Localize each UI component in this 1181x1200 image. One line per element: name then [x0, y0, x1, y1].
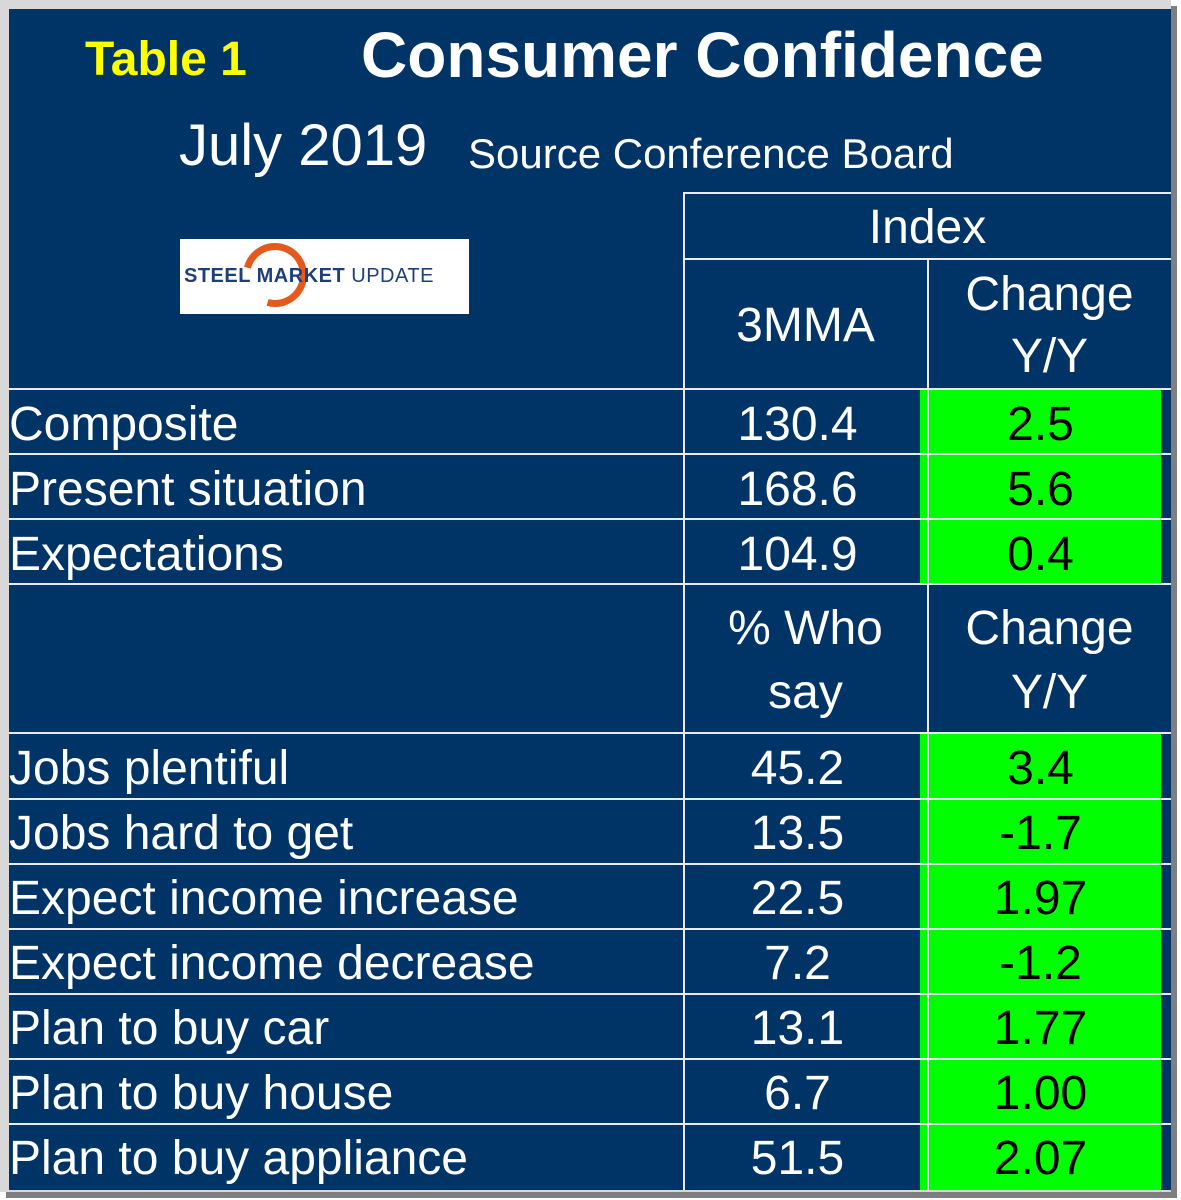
row-value: 6.7	[764, 1067, 831, 1120]
row-label: Plan to buy appliance	[9, 1132, 468, 1185]
grid-line	[9, 583, 1171, 585]
row-change: 1.97	[993, 872, 1088, 925]
row-value: 13.5	[750, 807, 845, 860]
row-label: Jobs hard to get	[9, 807, 354, 860]
grid-line	[9, 798, 1171, 800]
row-label: Expectations	[9, 528, 284, 581]
row-change: -1.2	[999, 937, 1082, 990]
row-value: 22.5	[750, 872, 845, 925]
row-change: 1.77	[993, 1002, 1088, 1055]
grid-line	[9, 732, 1171, 734]
row-change: 5.6	[1007, 463, 1074, 516]
row-label: Present situation	[9, 463, 367, 516]
grid-line	[9, 453, 1171, 455]
row-value: 104.9	[737, 528, 858, 581]
row-change: 0.4	[1007, 528, 1074, 581]
3mma-header: 3MMA	[736, 299, 875, 352]
steel-market-update-logo: STEEL MARKET UPDATE	[180, 239, 469, 314]
grid-line	[9, 518, 1171, 520]
data-source: Source Conference Board	[468, 130, 954, 177]
table-number: Table 1	[85, 33, 247, 86]
grid-line	[9, 928, 1171, 930]
row-value: 7.2	[764, 937, 831, 990]
row-value: 168.6	[737, 463, 858, 516]
row-label: Expect income increase	[9, 872, 519, 925]
row-label: Jobs plentiful	[9, 742, 290, 795]
index-change-highlight	[920, 389, 1161, 584]
pct-who-say-header: % Who say	[728, 602, 883, 719]
row-value: 130.4	[737, 398, 858, 451]
grid-line	[927, 258, 929, 1190]
row-label: Plan to buy house	[9, 1067, 394, 1120]
survey-change-header: Change Y/Y	[965, 602, 1134, 719]
row-value: 45.2	[750, 742, 845, 795]
index-group-header: Index	[868, 201, 987, 254]
logo-text: STEEL MARKET UPDATE	[184, 265, 434, 287]
page-title: Consumer Confidence	[361, 19, 1044, 91]
report-date: July 2019	[179, 113, 428, 178]
grid-line	[9, 1058, 1171, 1060]
row-change: 2.5	[1007, 398, 1074, 451]
grid-line	[9, 388, 1171, 390]
row-label: Plan to buy car	[9, 1002, 330, 1055]
row-value: 13.1	[750, 1002, 845, 1055]
row-change: 1.00	[993, 1067, 1088, 1120]
row-label: Composite	[9, 398, 239, 451]
row-label: Expect income decrease	[9, 937, 535, 990]
index-change-header: Change Y/Y	[965, 268, 1134, 383]
row-change: 3.4	[1007, 742, 1074, 795]
row-change: 2.07	[993, 1132, 1088, 1185]
grid-line	[683, 192, 685, 1190]
grid-line	[9, 1123, 1171, 1125]
grid-line	[9, 863, 1171, 865]
grid-line	[684, 192, 1171, 194]
survey-change-highlight	[920, 733, 1161, 1190]
grid-line	[9, 993, 1171, 995]
row-change: -1.7	[999, 807, 1082, 860]
row-value: 51.5	[750, 1132, 845, 1185]
